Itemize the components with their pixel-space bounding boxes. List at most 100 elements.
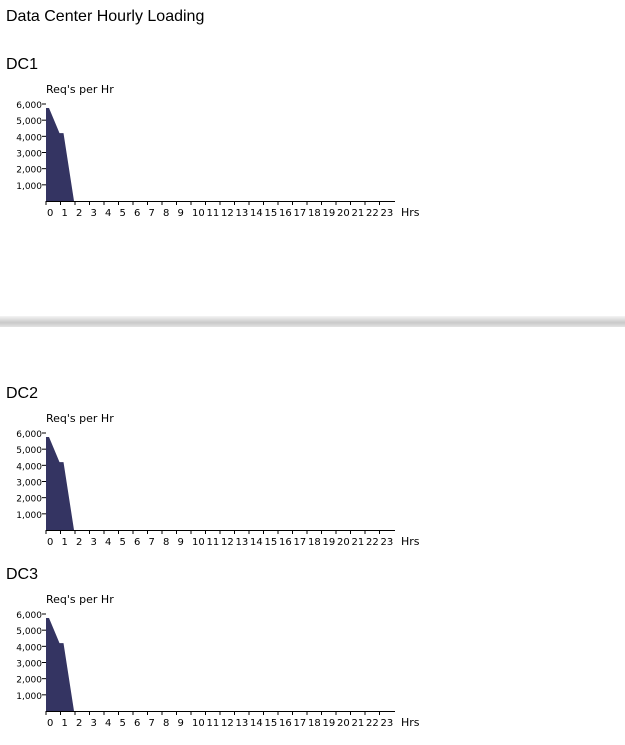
x-tick-label: 17 — [294, 537, 307, 548]
y-tick-label: 1,000 — [16, 692, 42, 702]
x-tick-label: 19 — [323, 537, 336, 548]
x-tick-label: 4 — [105, 537, 111, 548]
x-tick-label: 0 — [47, 208, 53, 219]
x-tick-label: 21 — [352, 718, 365, 729]
y-tick-label: 3,000 — [16, 150, 42, 160]
x-tick-label: 11 — [207, 718, 220, 729]
x-tick-label: 15 — [265, 537, 278, 548]
dc2-label: DC2 — [6, 385, 39, 402]
x-tick-label: 9 — [178, 537, 184, 548]
x-tick-label: 20 — [337, 718, 350, 729]
x-tick-label: 5 — [120, 718, 126, 729]
chart-svg: Req's per Hr 1,000 2,000 3,000 4,000 5,000 6,0… — [16, 412, 420, 548]
x-tick-label: 4 — [105, 208, 111, 219]
x-tick-label: 8 — [163, 718, 169, 729]
x-tick-label: 15 — [265, 208, 278, 219]
x-tick-label: 6 — [134, 537, 140, 548]
x-tick-label: 2 — [76, 718, 82, 729]
x-tick-label: 6 — [134, 208, 140, 219]
y-tick-label: 3,000 — [16, 479, 42, 489]
x-tick-label: 7 — [149, 208, 155, 219]
x-tick-label: 2 — [76, 208, 82, 219]
y-tick-label: 4,000 — [16, 133, 42, 143]
y-tick-label: 5,000 — [16, 446, 42, 456]
x-tick-label: 12 — [221, 537, 234, 548]
x-tick-label: 17 — [294, 208, 307, 219]
x-tick-label: 16 — [279, 208, 292, 219]
x-tick-label: 19 — [323, 718, 336, 729]
x-tick-label: 9 — [178, 718, 184, 729]
x-tick-label: 13 — [236, 208, 249, 219]
y-tick-label: 2,000 — [16, 676, 42, 686]
y-tick-label: 4,000 — [16, 462, 42, 472]
dc1-chart: Req's per Hr 1,000 2,000 3,000 4,000 5,000 6,0… — [0, 80, 625, 235]
x-tick-label: 23 — [381, 537, 394, 548]
y-tick-label: 6,000 — [16, 430, 42, 440]
y-axis-title: Req's per Hr — [46, 83, 114, 96]
x-tick-label: 19 — [323, 208, 336, 219]
x-tick-label: 20 — [337, 537, 350, 548]
x-tick-label: 11 — [207, 537, 220, 548]
dc3-label: DC3 — [6, 566, 39, 583]
x-tick-label: 11 — [207, 208, 220, 219]
x-tick-label: 23 — [381, 718, 394, 729]
y-tick-label: 5,000 — [16, 627, 42, 637]
x-tick-label: 23 — [381, 208, 394, 219]
x-tick-label: 13 — [236, 718, 249, 729]
x-tick-label: 7 — [149, 537, 155, 548]
y-tick-label: 1,000 — [16, 511, 42, 521]
x-tick-label: 8 — [163, 537, 169, 548]
dc1-label: DC1 — [6, 56, 39, 73]
x-tick-label: 22 — [366, 718, 379, 729]
series-area — [46, 108, 394, 201]
y-tick-label: 3,000 — [16, 660, 42, 670]
x-tick-label: 14 — [250, 718, 263, 729]
x-tick-label: 1 — [62, 208, 68, 219]
x-tick-label: 18 — [308, 718, 321, 729]
series-area — [46, 618, 394, 711]
x-tick-label: 13 — [236, 537, 249, 548]
x-tick-label: 8 — [163, 208, 169, 219]
dc2-chart: Req's per Hr 1,000 2,000 3,000 4,000 5,000 6,0… — [0, 409, 625, 564]
y-tick-label: 4,000 — [16, 643, 42, 653]
dc3-chart: Req's per Hr 1,000 2,000 3,000 4,000 5,000 6,0… — [0, 590, 625, 745]
x-tick-label: 16 — [279, 537, 292, 548]
y-axis-title: Req's per Hr — [46, 593, 114, 606]
x-tick-label: 21 — [352, 537, 365, 548]
chart-svg: Req's per Hr 1,000 2,000 3,000 4,000 5,000 6,0… — [16, 593, 420, 729]
x-tick-label: 3 — [91, 537, 97, 548]
section-divider — [0, 316, 625, 327]
x-tick-label: 7 — [149, 718, 155, 729]
x-tick-label: 20 — [337, 208, 350, 219]
x-tick-label: 22 — [366, 208, 379, 219]
series-area — [46, 437, 394, 530]
x-tick-label: 14 — [250, 208, 263, 219]
y-axis-title: Req's per Hr — [46, 412, 114, 425]
y-tick-label: 2,000 — [16, 166, 42, 176]
x-tick-label: 5 — [120, 537, 126, 548]
x-tick-label: 3 — [91, 208, 97, 219]
x-tick-label: 9 — [178, 208, 184, 219]
page-title: Data Center Hourly Loading — [6, 8, 205, 25]
x-tick-label: 10 — [192, 208, 205, 219]
x-axis-title: Hrs — [401, 535, 420, 548]
x-tick-label: 10 — [192, 718, 205, 729]
x-tick-label: 16 — [279, 718, 292, 729]
chart-svg: Req's per Hr 1,000 2,000 3,000 4,000 5,000 6,0… — [16, 83, 420, 219]
x-tick-label: 18 — [308, 537, 321, 548]
x-tick-label: 21 — [352, 208, 365, 219]
x-tick-label: 0 — [47, 537, 53, 548]
y-tick-label: 1,000 — [16, 182, 42, 192]
x-tick-label: 12 — [221, 718, 234, 729]
y-tick-label: 6,000 — [16, 101, 42, 111]
x-tick-label: 10 — [192, 537, 205, 548]
x-tick-label: 1 — [62, 537, 68, 548]
x-tick-label: 0 — [47, 718, 53, 729]
x-tick-label: 2 — [76, 537, 82, 548]
x-tick-label: 4 — [105, 718, 111, 729]
x-tick-label: 5 — [120, 208, 126, 219]
x-axis-title: Hrs — [401, 206, 420, 219]
y-tick-label: 5,000 — [16, 117, 42, 127]
x-tick-label: 1 — [62, 718, 68, 729]
x-axis-title: Hrs — [401, 716, 420, 729]
